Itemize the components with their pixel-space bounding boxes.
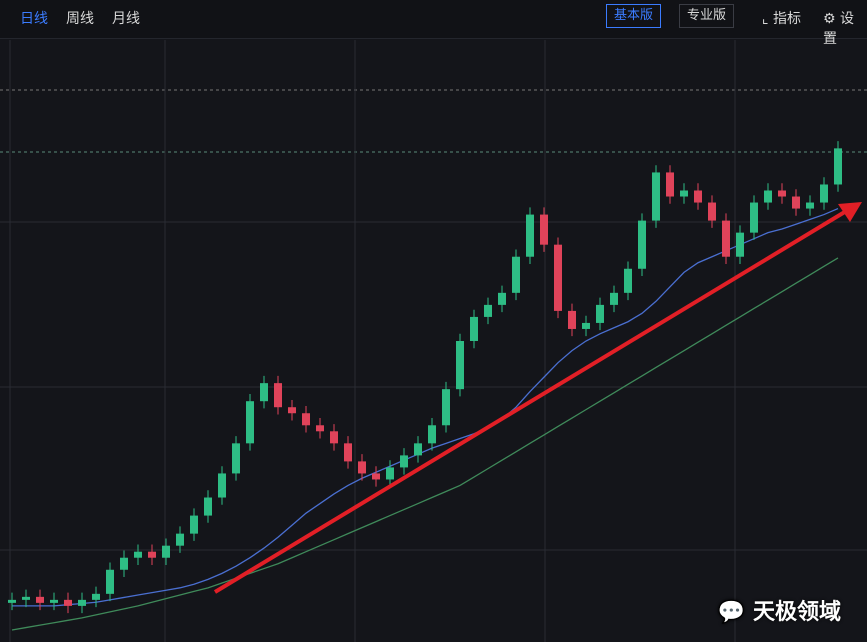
candle-body	[778, 190, 786, 197]
candle-body	[456, 341, 464, 390]
candle-body	[36, 596, 44, 603]
indicator-tool[interactable]: ⌞ 指标	[762, 11, 802, 27]
candle-body	[834, 148, 842, 185]
candle-body	[162, 545, 170, 558]
candle-body	[638, 220, 646, 269]
tab[interactable]: 月线	[112, 11, 140, 27]
tool-label: 设置	[823, 11, 855, 47]
candle-body	[78, 599, 86, 606]
candle-body	[512, 256, 520, 293]
candle-body	[246, 401, 254, 444]
tab[interactable]: 周线	[66, 11, 94, 27]
candle-body	[470, 316, 478, 341]
marks	[8, 141, 842, 631]
candle-body	[176, 533, 184, 546]
tab[interactable]: 日线	[20, 11, 48, 27]
candle-body	[484, 304, 492, 317]
candle-body	[498, 292, 506, 305]
candle-body	[568, 310, 576, 329]
arrow-head	[838, 202, 862, 222]
candle-body	[50, 599, 58, 603]
candle-body	[400, 455, 408, 468]
candle-body	[260, 383, 268, 402]
candle-body	[610, 292, 618, 305]
watermark: 💬 天极领域	[717, 600, 841, 625]
candle-body	[652, 172, 660, 221]
candle-body	[806, 202, 814, 209]
candle-body	[302, 413, 310, 426]
candle-body	[792, 196, 800, 209]
candle-body	[232, 443, 240, 474]
candle-body	[428, 425, 436, 444]
candle-body	[820, 184, 828, 203]
candle-body	[64, 599, 72, 606]
candle-body	[372, 473, 380, 480]
candle-body	[414, 443, 422, 456]
candle-body	[8, 599, 16, 603]
candle-body	[316, 425, 324, 432]
candle-body	[190, 515, 198, 534]
candle-body	[148, 551, 156, 558]
candle-body	[134, 551, 142, 558]
candle-body	[736, 232, 744, 257]
candle-body	[582, 322, 590, 329]
candle-body	[750, 202, 758, 233]
candle-body	[106, 569, 114, 594]
candle-body	[540, 214, 548, 245]
candle-body	[218, 473, 226, 498]
moving-average	[11, 257, 839, 631]
candle-body	[764, 190, 772, 203]
candle-body	[680, 190, 688, 197]
candle-body	[526, 214, 534, 257]
candle-body	[554, 244, 562, 311]
version-button[interactable]: 专业版	[679, 4, 735, 28]
trend-arrow	[213, 208, 850, 594]
candle-body	[274, 383, 282, 408]
candle-body	[358, 461, 366, 474]
candle-body	[344, 443, 352, 462]
grid	[0, 40, 867, 642]
candle-body	[386, 467, 394, 480]
candle-body	[120, 557, 128, 570]
candle-body	[596, 304, 604, 323]
candle-body	[330, 431, 338, 444]
settings-tool[interactable]: ⚙ 设置	[823, 11, 855, 47]
candle-body	[442, 389, 450, 426]
candle-body	[708, 202, 716, 221]
candle-body	[288, 407, 296, 414]
version-button[interactable]: 基本版	[606, 4, 662, 28]
candle-body	[92, 593, 100, 600]
toolbar: 日线 周线 月线 基本版 专业版 ⌞ 指标 ⚙ 设置	[0, 0, 867, 47]
candle-body	[694, 190, 702, 203]
moving-average	[12, 207, 839, 607]
candle-body	[624, 268, 632, 293]
candle-body	[204, 497, 212, 516]
tool-label: 指标	[773, 11, 802, 27]
candle-body	[22, 596, 30, 600]
candle-body	[722, 220, 730, 257]
watermark-text: 天极领域	[752, 600, 841, 625]
candle-body	[666, 172, 674, 197]
